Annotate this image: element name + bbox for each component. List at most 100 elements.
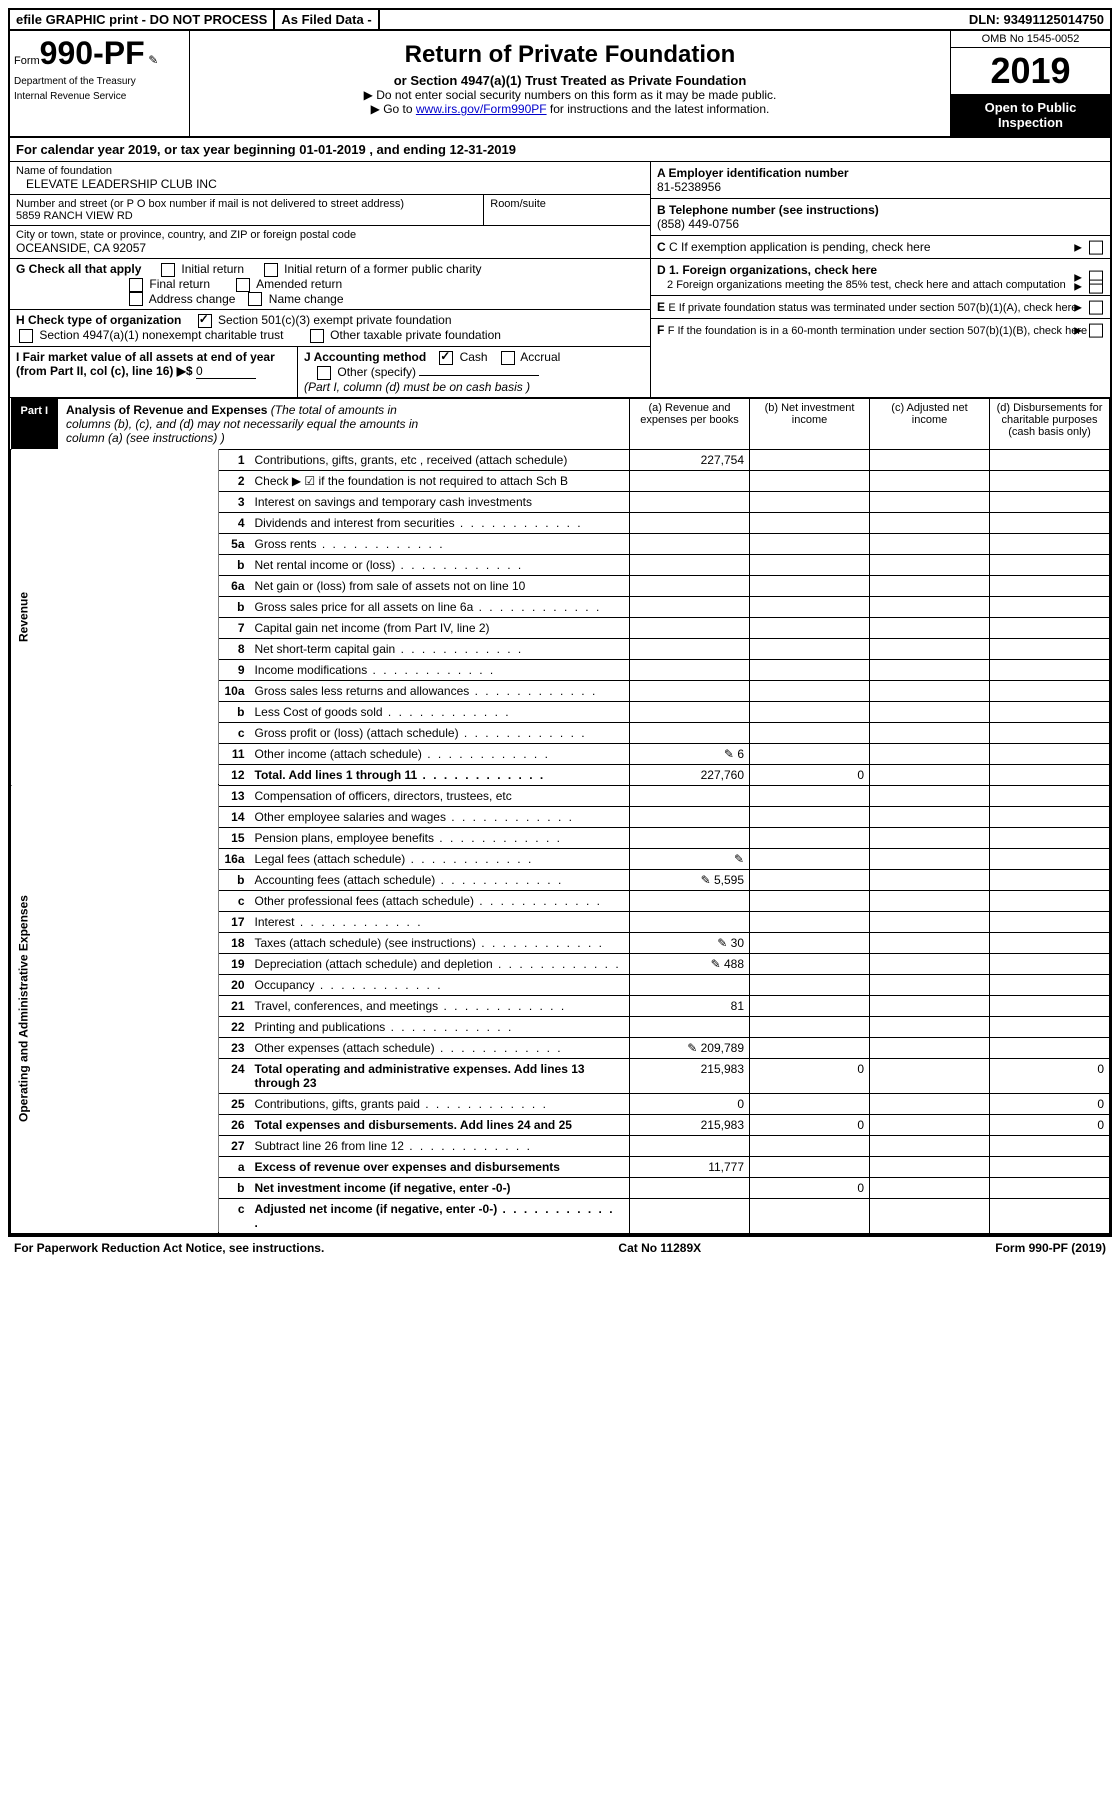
room-suite: Room/suite bbox=[483, 195, 650, 226]
amount-cell bbox=[630, 848, 750, 869]
amount-cell bbox=[990, 785, 1110, 806]
other-taxable-checkbox[interactable] bbox=[310, 329, 324, 343]
phone-cell: B Telephone number (see instructions) (8… bbox=[651, 199, 1110, 236]
amount-cell: 0 bbox=[750, 1177, 870, 1198]
amount-cell bbox=[750, 596, 870, 617]
row-description: Excess of revenue over expenses and disb… bbox=[250, 1156, 630, 1177]
calendar-year: For calendar year 2019, or tax year begi… bbox=[10, 138, 1110, 162]
initial-former-checkbox[interactable] bbox=[264, 263, 278, 277]
amount-cell bbox=[990, 575, 1110, 596]
form-header: Form990-PF Department of the Treasury In… bbox=[10, 31, 1110, 138]
row-number: 10a bbox=[219, 680, 250, 701]
row-number: c bbox=[219, 722, 250, 743]
row-description: Subtract line 26 from line 12 bbox=[250, 1135, 630, 1156]
amount-cell bbox=[870, 554, 990, 575]
amount-cell: 5,595 bbox=[630, 869, 750, 890]
final-return-checkbox[interactable] bbox=[129, 278, 143, 292]
cash-basis-note: (Part I, column (d) must be on cash basi… bbox=[304, 380, 530, 394]
60month-checkbox[interactable] bbox=[1089, 323, 1103, 337]
amount-cell bbox=[630, 911, 750, 932]
row-number: 27 bbox=[219, 1135, 250, 1156]
amount-cell bbox=[990, 1177, 1110, 1198]
amount-cell bbox=[630, 554, 750, 575]
amount-cell bbox=[630, 638, 750, 659]
exemption-pending-checkbox[interactable] bbox=[1089, 240, 1103, 254]
amount-cell bbox=[750, 1135, 870, 1156]
section-c: C C If exemption application is pending,… bbox=[651, 236, 1110, 259]
form-990pf: efile GRAPHIC print - DO NOT PROCESS As … bbox=[8, 8, 1112, 1236]
section-g: G Check all that apply Initial return In… bbox=[10, 259, 650, 310]
info-grid: Name of foundation ELEVATE LEADERSHIP CL… bbox=[10, 162, 1110, 398]
amount-cell bbox=[870, 1114, 990, 1135]
cash-checkbox[interactable] bbox=[439, 351, 453, 365]
row-description: Total. Add lines 1 through 11 bbox=[250, 764, 630, 785]
row-description: Contributions, gifts, grants paid bbox=[250, 1093, 630, 1114]
amount-cell bbox=[870, 785, 990, 806]
initial-return-checkbox[interactable] bbox=[161, 263, 175, 277]
amount-cell bbox=[990, 974, 1110, 995]
amount-cell bbox=[870, 1198, 990, 1233]
foreign-85pct-checkbox[interactable] bbox=[1089, 279, 1103, 293]
section-d: D 1. Foreign organizations, check here 2… bbox=[651, 259, 1110, 296]
amount-cell bbox=[630, 890, 750, 911]
amount-cell bbox=[990, 722, 1110, 743]
amount-cell bbox=[630, 533, 750, 554]
amount-cell bbox=[630, 722, 750, 743]
amount-cell bbox=[990, 680, 1110, 701]
row-description: Other expenses (attach schedule) bbox=[250, 1037, 630, 1058]
status-terminated-checkbox[interactable] bbox=[1089, 300, 1103, 314]
amount-cell bbox=[870, 890, 990, 911]
amount-cell bbox=[870, 1058, 990, 1093]
row-description: Net gain or (loss) from sale of assets n… bbox=[250, 575, 630, 596]
amount-cell bbox=[630, 974, 750, 995]
row-description: Interest on savings and temporary cash i… bbox=[250, 491, 630, 512]
row-number: 7 bbox=[219, 617, 250, 638]
row-number: 20 bbox=[219, 974, 250, 995]
address-change-checkbox[interactable] bbox=[129, 292, 143, 306]
accrual-checkbox[interactable] bbox=[501, 351, 515, 365]
amount-cell: 6 bbox=[630, 743, 750, 764]
name-change-checkbox[interactable] bbox=[248, 292, 262, 306]
amount-cell bbox=[630, 701, 750, 722]
501c3-checkbox[interactable] bbox=[198, 314, 212, 328]
amount-cell bbox=[870, 1037, 990, 1058]
other-method-checkbox[interactable] bbox=[317, 366, 331, 380]
amount-cell bbox=[870, 848, 990, 869]
amended-return-checkbox[interactable] bbox=[236, 278, 250, 292]
row-description: Pension plans, employee benefits bbox=[250, 827, 630, 848]
row-description: Interest bbox=[250, 911, 630, 932]
row-number: 24 bbox=[219, 1058, 250, 1093]
irs-link[interactable]: www.irs.gov/Form990PF bbox=[416, 102, 547, 116]
amount-cell bbox=[990, 1016, 1110, 1037]
amount-cell bbox=[870, 764, 990, 785]
row-description: Gross rents bbox=[250, 533, 630, 554]
row-description: Legal fees (attach schedule) bbox=[250, 848, 630, 869]
amount-cell bbox=[870, 680, 990, 701]
row-number: 2 bbox=[219, 470, 250, 491]
amount-cell bbox=[750, 722, 870, 743]
amount-cell bbox=[990, 449, 1110, 470]
amount-cell bbox=[630, 575, 750, 596]
amount-cell bbox=[750, 785, 870, 806]
page-footer: For Paperwork Reduction Act Notice, see … bbox=[8, 1236, 1112, 1259]
amount-cell bbox=[630, 1016, 750, 1037]
info-right: A Employer identification number 81-5238… bbox=[650, 162, 1110, 397]
col-b-header: (b) Net investment income bbox=[750, 398, 870, 449]
amount-cell: 0 bbox=[750, 764, 870, 785]
amount-cell bbox=[750, 1156, 870, 1177]
cat-number: Cat No 11289X bbox=[618, 1241, 701, 1255]
amount-cell bbox=[750, 806, 870, 827]
row-number: 16a bbox=[219, 848, 250, 869]
row-description: Gross sales price for all assets on line… bbox=[250, 596, 630, 617]
col-c-header: (c) Adjusted net income bbox=[870, 398, 990, 449]
amount-cell bbox=[630, 659, 750, 680]
amount-cell: 0 bbox=[750, 1058, 870, 1093]
amount-cell bbox=[870, 1016, 990, 1037]
row-number: 17 bbox=[219, 911, 250, 932]
amount-cell bbox=[750, 512, 870, 533]
attachment-icon bbox=[695, 873, 711, 885]
row-number: 13 bbox=[219, 785, 250, 806]
form-number: 990-PF bbox=[40, 35, 145, 71]
amount-cell bbox=[990, 995, 1110, 1016]
4947a1-checkbox[interactable] bbox=[19, 329, 33, 343]
